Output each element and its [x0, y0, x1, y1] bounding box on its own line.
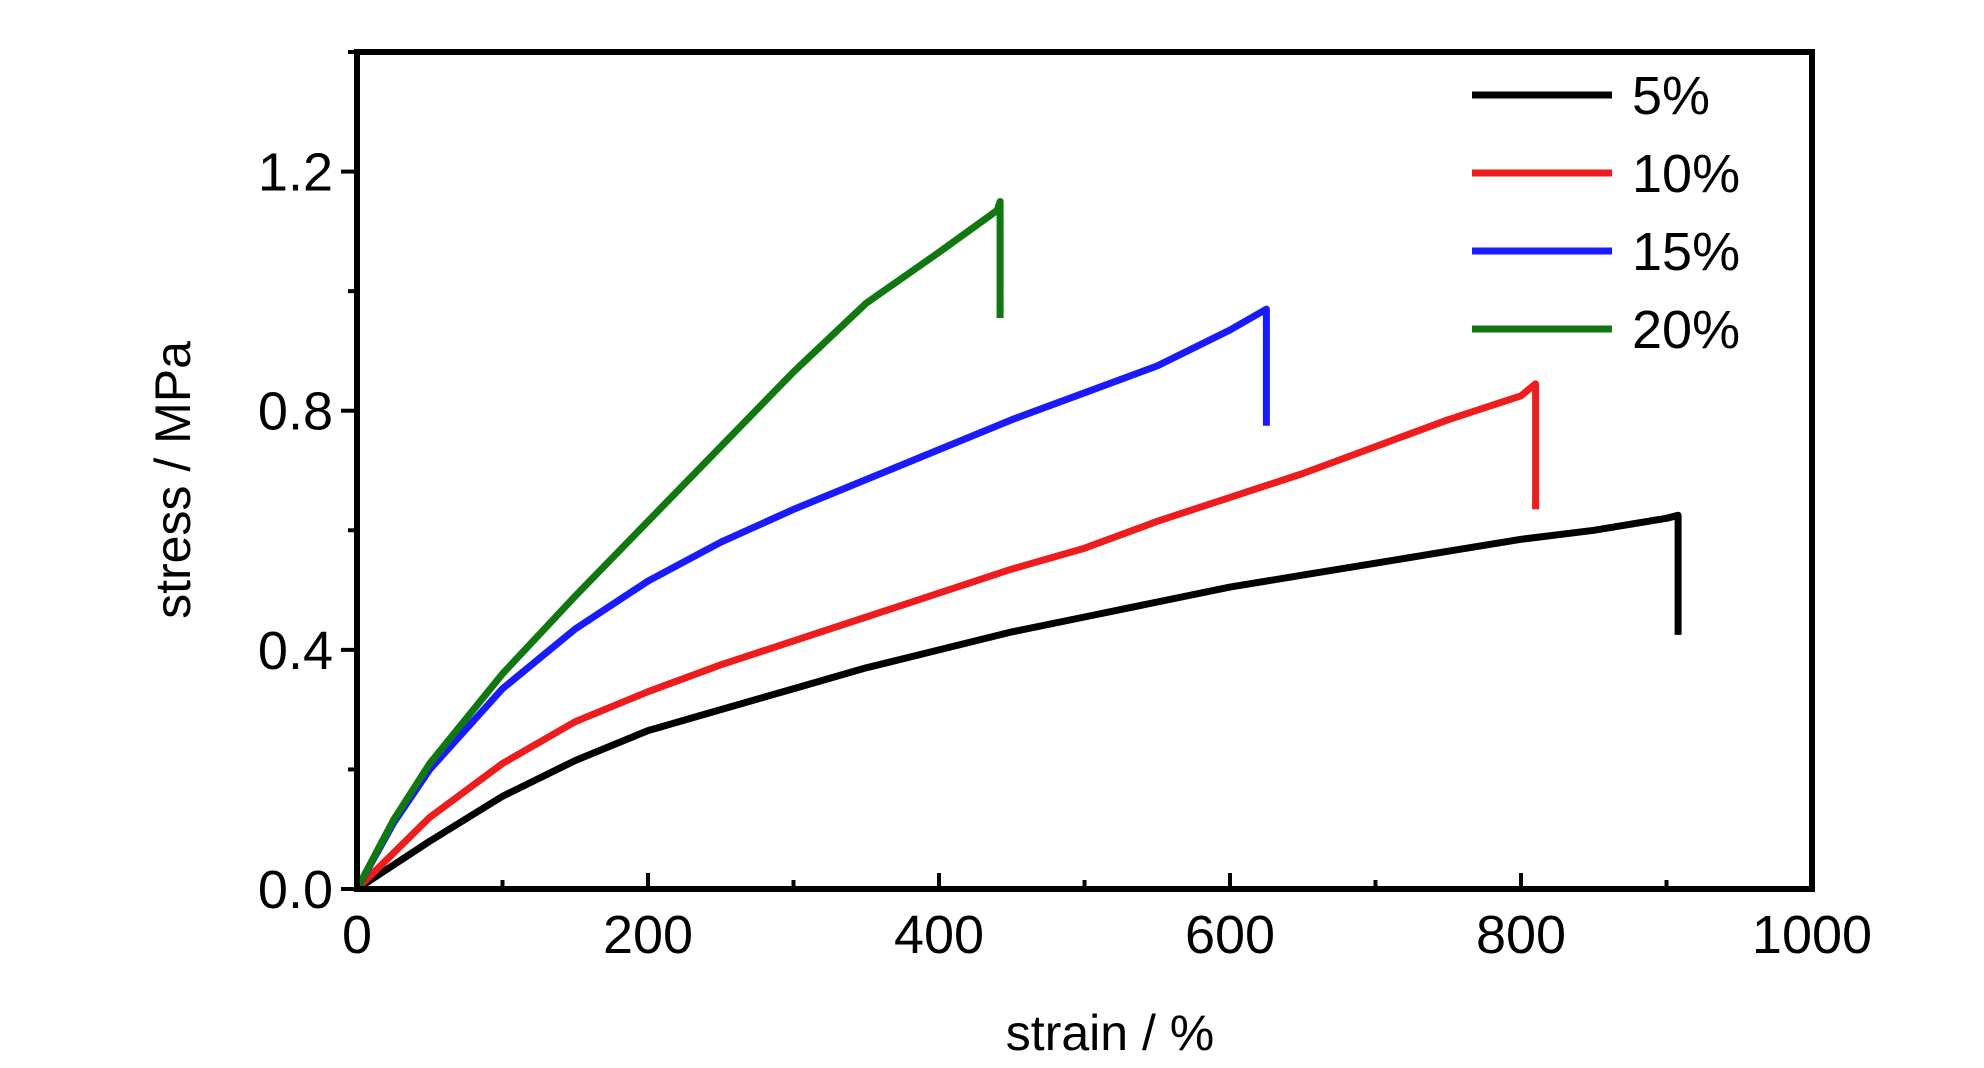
x-tick-labels: 0 200 400 600 800 1000 [342, 905, 1872, 965]
series-line-1 [355, 511, 1682, 892]
legend-label-2: 10% [1632, 144, 1740, 204]
series-line-4 [353, 198, 1004, 891]
legend-label-4: 20% [1632, 300, 1740, 360]
x-tick-label: 0 [342, 905, 372, 965]
plot-frame [354, 49, 1815, 892]
legend: 5% 10% 15% 20% [1472, 66, 1740, 360]
y-tick-label: 0.0 [258, 860, 333, 920]
y-tick-label: 0.8 [258, 382, 333, 442]
legend-label-3: 15% [1632, 222, 1740, 282]
x-tick-label: 800 [1476, 905, 1566, 965]
x-tick-label: 600 [1185, 905, 1275, 965]
series-line-3 [353, 305, 1270, 891]
x-tick-label: 400 [894, 905, 984, 965]
series-line-2 [354, 380, 1540, 892]
series-layer [353, 198, 1682, 892]
legend-label-1: 5% [1632, 66, 1710, 126]
y-tick-label: 1.2 [258, 143, 333, 203]
x-axis-title: strain / % [1006, 1005, 1214, 1061]
y-tick-labels: 0.0 0.4 0.8 1.2 [258, 143, 333, 920]
x-tick-label: 200 [603, 905, 693, 965]
y-axis-title: stress / MPa [145, 341, 201, 619]
y-tick-label: 0.4 [258, 621, 333, 681]
x-tick-label: 1000 [1752, 905, 1872, 965]
